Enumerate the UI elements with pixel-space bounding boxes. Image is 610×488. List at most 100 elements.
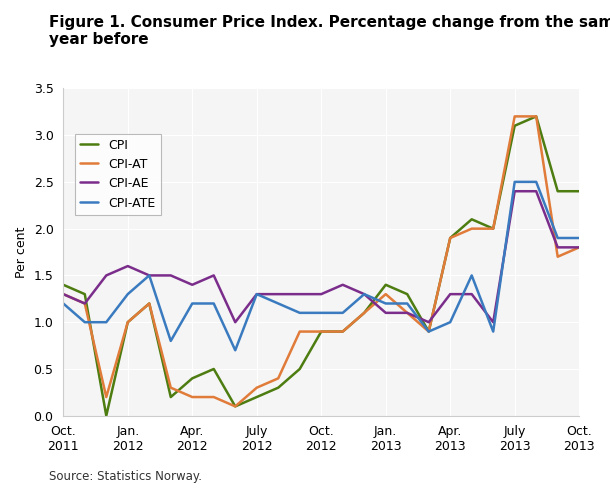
Y-axis label: Per cent: Per cent	[15, 226, 28, 278]
CPI-ATE	[575, 235, 583, 241]
CPI-ATE	[146, 272, 153, 278]
CPI-AE	[188, 282, 196, 288]
CPI-AE	[404, 310, 411, 316]
CPI-AE	[554, 244, 561, 250]
CPI-ATE	[361, 291, 368, 297]
CPI	[425, 328, 432, 334]
CPI-AE	[361, 291, 368, 297]
Text: Figure 1. Consumer Price Index. Percentage change from the same month one
year b: Figure 1. Consumer Price Index. Percenta…	[49, 15, 610, 47]
CPI-AT	[554, 254, 561, 260]
CPI-AT	[382, 291, 389, 297]
CPI-ATE	[425, 328, 432, 334]
CPI-ATE	[253, 291, 260, 297]
CPI-AE	[274, 291, 282, 297]
CPI-ATE	[447, 319, 454, 325]
CPI	[382, 282, 389, 288]
CPI-ATE	[533, 179, 540, 185]
Line: CPI-ATE: CPI-ATE	[63, 182, 579, 350]
CPI	[339, 328, 346, 334]
CPI	[533, 113, 540, 119]
CPI	[361, 310, 368, 316]
CPI	[575, 188, 583, 194]
CPI	[210, 366, 217, 372]
Line: CPI: CPI	[63, 116, 579, 416]
CPI-ATE	[274, 301, 282, 306]
CPI-AE	[167, 272, 174, 278]
CPI	[490, 226, 497, 232]
CPI-AT	[146, 301, 153, 306]
CPI-AT	[210, 394, 217, 400]
CPI-AE	[318, 291, 325, 297]
CPI	[81, 291, 88, 297]
CPI-AT	[575, 244, 583, 250]
CPI	[146, 301, 153, 306]
CPI-ATE	[232, 347, 239, 353]
CPI-AT	[274, 375, 282, 381]
CPI-ATE	[511, 179, 518, 185]
CPI-AT	[361, 310, 368, 316]
CPI-AE	[60, 291, 67, 297]
CPI-AT	[425, 328, 432, 334]
CPI-AE	[102, 272, 110, 278]
CPI-AE	[124, 263, 131, 269]
CPI-AT	[318, 328, 325, 334]
CPI-AE	[425, 319, 432, 325]
CPI	[318, 328, 325, 334]
CPI-AE	[232, 319, 239, 325]
CPI-ATE	[318, 310, 325, 316]
CPI	[188, 375, 196, 381]
Line: CPI-AE: CPI-AE	[63, 191, 579, 322]
CPI-ATE	[339, 310, 346, 316]
CPI-ATE	[468, 272, 475, 278]
CPI	[167, 394, 174, 400]
CPI-ATE	[210, 301, 217, 306]
CPI-ATE	[490, 328, 497, 334]
CPI-AE	[468, 291, 475, 297]
CPI	[447, 235, 454, 241]
CPI-ATE	[167, 338, 174, 344]
CPI	[232, 404, 239, 409]
CPI-AE	[575, 244, 583, 250]
CPI	[124, 319, 131, 325]
CPI	[60, 282, 67, 288]
CPI-AT	[468, 226, 475, 232]
CPI	[554, 188, 561, 194]
CPI-ATE	[81, 319, 88, 325]
CPI-AE	[533, 188, 540, 194]
CPI	[296, 366, 303, 372]
CPI-AT	[188, 394, 196, 400]
CPI-AE	[146, 272, 153, 278]
CPI-AE	[210, 272, 217, 278]
CPI-AT	[447, 235, 454, 241]
CPI-AT	[81, 301, 88, 306]
Legend: CPI, CPI-AT, CPI-AE, CPI-ATE: CPI, CPI-AT, CPI-AE, CPI-ATE	[74, 134, 160, 215]
CPI-ATE	[124, 291, 131, 297]
CPI-AE	[511, 188, 518, 194]
CPI-AE	[81, 301, 88, 306]
CPI-ATE	[102, 319, 110, 325]
CPI-ATE	[60, 301, 67, 306]
CPI-AT	[124, 319, 131, 325]
CPI-AE	[382, 310, 389, 316]
CPI-ATE	[188, 301, 196, 306]
CPI-AT	[253, 385, 260, 390]
CPI-AE	[447, 291, 454, 297]
CPI-AE	[253, 291, 260, 297]
CPI-AT	[232, 404, 239, 409]
CPI	[404, 291, 411, 297]
CPI-AT	[339, 328, 346, 334]
CPI-ATE	[554, 235, 561, 241]
CPI-AE	[339, 282, 346, 288]
CPI	[511, 123, 518, 129]
CPI-ATE	[296, 310, 303, 316]
CPI	[253, 394, 260, 400]
CPI-AT	[296, 328, 303, 334]
CPI	[102, 413, 110, 419]
CPI-ATE	[382, 301, 389, 306]
CPI-AT	[490, 226, 497, 232]
CPI	[274, 385, 282, 390]
Text: Source: Statistics Norway.: Source: Statistics Norway.	[49, 470, 202, 483]
CPI-AT	[60, 291, 67, 297]
CPI	[468, 216, 475, 222]
CPI-AE	[296, 291, 303, 297]
